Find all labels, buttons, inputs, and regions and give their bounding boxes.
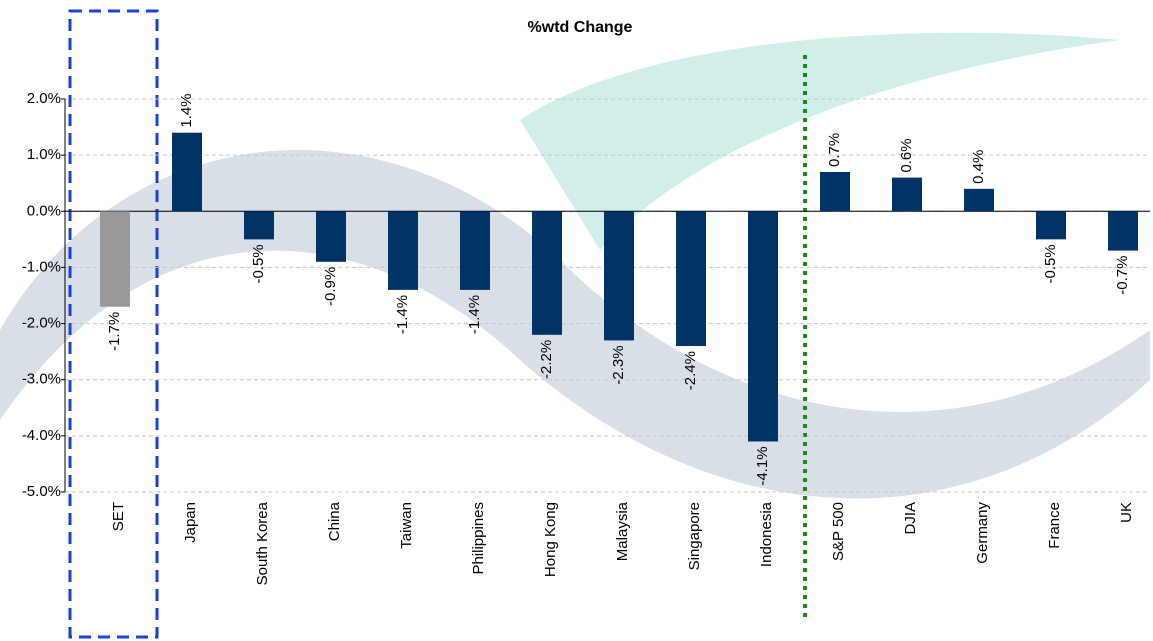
y-tick-label: 2.0% (27, 90, 61, 107)
value-label: -2.2% (538, 340, 555, 379)
value-label: 0.6% (898, 138, 915, 172)
value-label: -4.1% (754, 446, 771, 485)
value-label: 0.4% (970, 150, 987, 184)
bar (964, 188, 994, 212)
x-tick-label: Indonesia (758, 501, 775, 567)
x-tick-label: South Korea (254, 501, 271, 585)
x-tick-label: Japan (182, 502, 199, 543)
value-label: -1.7% (106, 312, 123, 351)
bar (388, 211, 418, 290)
value-label: -0.9% (322, 267, 339, 306)
bar (748, 211, 778, 442)
watermark (0, 32, 1150, 499)
x-tick-label: Singapore (686, 502, 703, 570)
bar (820, 171, 850, 212)
bar (100, 211, 130, 307)
x-tick-label: Hong Kong (542, 502, 559, 577)
chart-title: %wtd Change (528, 19, 633, 36)
bar (1036, 211, 1066, 240)
x-tick-label: France (1046, 502, 1063, 549)
bar (316, 211, 346, 262)
bar (460, 211, 490, 290)
x-tick-label: China (326, 501, 343, 541)
value-label: -1.4% (394, 295, 411, 334)
x-tick-label: DJIA (902, 502, 919, 535)
y-tick-label: -5.0% (22, 483, 61, 500)
x-tick-label: Philippines (470, 502, 487, 575)
bar (604, 211, 634, 341)
value-label: -2.4% (682, 351, 699, 390)
value-label: -0.5% (1042, 244, 1059, 283)
x-tick-label: Malaysia (614, 501, 631, 561)
bar (244, 211, 274, 240)
y-tick-label: -2.0% (22, 315, 61, 332)
y-tick-label: 1.0% (27, 146, 61, 163)
x-tick-label: Taiwan (398, 502, 415, 549)
y-tick-label: -1.0% (22, 258, 61, 275)
y-tick-label: -3.0% (22, 371, 61, 388)
x-tick-label: SET (110, 502, 127, 531)
value-label: -0.5% (250, 244, 267, 283)
value-label: -1.4% (466, 295, 483, 334)
bar (172, 132, 202, 212)
x-tick-label: S&P 500 (830, 502, 847, 561)
bar (892, 177, 922, 212)
value-label: -2.3% (610, 345, 627, 384)
y-tick-label: 0.0% (27, 202, 61, 219)
bar (676, 211, 706, 347)
bar (532, 211, 562, 335)
value-label: 1.4% (178, 93, 195, 127)
x-tick-label: UK (1118, 502, 1135, 523)
value-label: 0.7% (826, 133, 843, 167)
value-label: -0.7% (1114, 256, 1131, 295)
x-tick-label: Germany (974, 502, 991, 564)
y-tick-label: -4.0% (22, 427, 61, 444)
bar (1108, 211, 1138, 251)
